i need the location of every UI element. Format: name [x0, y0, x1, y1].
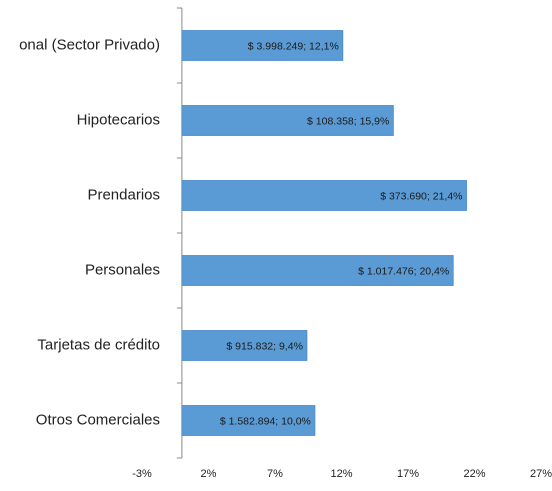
bar — [181, 255, 454, 286]
y-tick-label: Hipotecarios — [77, 111, 160, 128]
bar — [181, 30, 344, 61]
value-label: $ 3.998.249; 12,1% — [248, 40, 339, 52]
bar — [181, 405, 316, 436]
value-label: $ 915.832; 9,4% — [226, 340, 302, 352]
y-tick-label: Tarjetas de crédito — [37, 336, 160, 353]
x-tick-label: -3% — [132, 468, 152, 480]
x-tick-label: 22% — [463, 468, 485, 480]
value-label: $ 108.358; 15,9% — [307, 115, 389, 127]
y-tick-label: Otros Comerciales — [36, 411, 160, 428]
x-tick-label: 12% — [330, 468, 352, 480]
bar — [181, 330, 308, 361]
y-tick-label: Personales — [85, 261, 160, 278]
y-tick-label: Prendarios — [87, 186, 160, 203]
bar — [181, 105, 394, 136]
y-tick-label: onal (Sector Privado) — [19, 36, 160, 53]
x-tick-label: 7% — [267, 468, 283, 480]
x-tick-label: 2% — [201, 468, 217, 480]
x-tick-label: 27% — [530, 468, 552, 480]
x-tick-label: 17% — [397, 468, 419, 480]
value-label: $ 1.582.894; 10,0% — [220, 415, 311, 427]
value-label: $ 1.017.476; 20,4% — [358, 265, 449, 277]
value-label: $ 373.690; 21,4% — [380, 190, 462, 202]
bar — [181, 180, 467, 211]
